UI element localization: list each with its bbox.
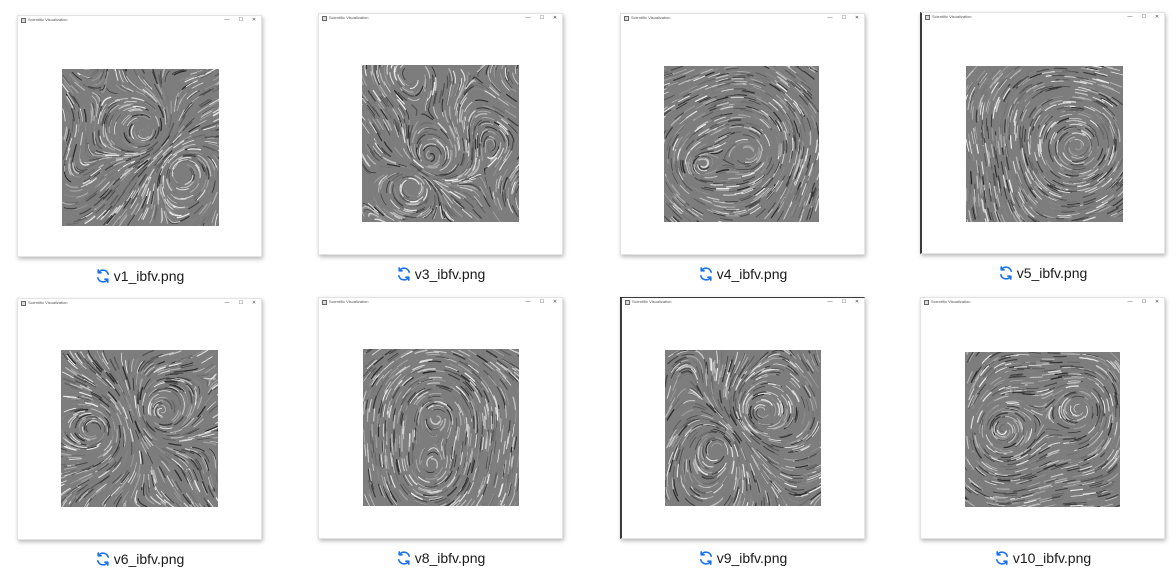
maximize-icon: ☐ [238, 300, 244, 306]
flow-visualization [965, 352, 1120, 507]
maximize-icon: ☐ [238, 17, 244, 23]
window-title: Scientific Visualization [932, 14, 972, 19]
close-icon: ✕ [552, 299, 558, 305]
close-icon: ✕ [854, 15, 860, 21]
minimize-icon: — [827, 15, 833, 21]
thumbnail-frame: Scientific Visualization — ☐ ✕ [318, 297, 563, 539]
sync-icon [95, 551, 111, 567]
app-icon [322, 300, 327, 305]
minimize-icon: — [224, 300, 230, 306]
sync-icon [396, 550, 412, 566]
window-title: Scientific Visualization [28, 300, 68, 305]
file-label[interactable]: v6_ibfv.png [17, 549, 262, 569]
window-title: Scientific Visualization [631, 15, 671, 20]
minimize-icon: — [224, 17, 230, 23]
close-icon: ✕ [854, 299, 860, 305]
minimize-icon: — [525, 299, 531, 305]
window-titlebar: Scientific Visualization — ☐ ✕ [319, 14, 562, 24]
file-label[interactable]: v8_ibfv.png [318, 548, 563, 568]
sync-icon [998, 265, 1014, 281]
thumbnail-frame: Scientific Visualization — ☐ ✕ [17, 298, 262, 540]
maximize-icon: ☐ [1141, 14, 1147, 20]
file-name: v4_ibfv.png [716, 266, 788, 282]
sync-icon [698, 266, 714, 282]
maximize-icon: ☐ [1141, 299, 1147, 305]
sync-icon [396, 266, 412, 282]
app-icon [624, 16, 629, 21]
minimize-icon: — [525, 15, 531, 21]
app-icon [925, 15, 930, 20]
minimize-icon: — [827, 299, 833, 305]
flow-visualization [362, 65, 519, 222]
thumbnail-frame: Scientific Visualization — ☐ ✕ [920, 12, 1165, 254]
window-titlebar: Scientific Visualization — ☐ ✕ [621, 14, 864, 24]
close-icon: ✕ [1154, 14, 1160, 20]
thumbnail-frame: Scientific Visualization — ☐ ✕ [17, 15, 262, 257]
flow-visualization [363, 349, 519, 506]
app-icon [924, 300, 929, 305]
window-titlebar: Scientific Visualization — ☐ ✕ [922, 13, 1164, 23]
sync-icon [994, 550, 1010, 566]
file-name: v3_ibfv.png [414, 266, 486, 282]
minimize-icon: — [1127, 299, 1133, 305]
close-icon: ✕ [552, 15, 558, 21]
app-icon [21, 18, 26, 23]
thumbnail-frame: Scientific Visualization — ☐ ✕ [620, 13, 865, 255]
file-label[interactable]: v4_ibfv.png [620, 264, 865, 284]
file-label[interactable]: v5_ibfv.png [920, 263, 1165, 283]
maximize-icon: ☐ [539, 15, 545, 21]
window-titlebar: Scientific Visualization — ☐ ✕ [18, 16, 261, 26]
flow-visualization [62, 69, 219, 226]
maximize-icon: ☐ [841, 299, 847, 305]
maximize-icon: ☐ [841, 15, 847, 21]
app-icon [21, 301, 26, 306]
thumbnail-frame: Scientific Visualization — ☐ ✕ [920, 297, 1165, 539]
file-label[interactable]: v1_ibfv.png [17, 266, 262, 286]
window-title: Scientific Visualization [28, 17, 68, 22]
file-label[interactable]: v9_ibfv.png [620, 548, 865, 568]
file-name: v10_ibfv.png [1012, 550, 1092, 566]
file-label[interactable]: v3_ibfv.png [318, 264, 563, 284]
minimize-icon: — [1127, 14, 1133, 20]
window-title: Scientific Visualization [632, 299, 672, 304]
app-icon [322, 16, 327, 21]
sync-icon [698, 550, 714, 566]
file-name: v9_ibfv.png [716, 550, 788, 566]
flow-visualization [61, 350, 218, 507]
window-titlebar: Scientific Visualization — ☐ ✕ [319, 298, 562, 308]
window-title: Scientific Visualization [329, 299, 369, 304]
file-name: v1_ibfv.png [113, 268, 185, 284]
window-titlebar: Scientific Visualization — ☐ ✕ [18, 299, 261, 309]
file-name: v6_ibfv.png [113, 551, 185, 567]
file-name: v8_ibfv.png [414, 550, 486, 566]
thumbnail-frame: Scientific Visualization — ☐ ✕ [318, 13, 563, 255]
flow-visualization [665, 350, 821, 506]
close-icon: ✕ [251, 300, 257, 306]
file-name: v5_ibfv.png [1016, 265, 1088, 281]
close-icon: ✕ [251, 17, 257, 23]
maximize-icon: ☐ [539, 299, 545, 305]
window-titlebar: Scientific Visualization — ☐ ✕ [622, 298, 864, 308]
thumbnail-frame: Scientific Visualization — ☐ ✕ [620, 297, 865, 539]
file-label[interactable]: v10_ibfv.png [920, 548, 1165, 568]
app-icon [625, 300, 630, 305]
flow-visualization [966, 66, 1123, 222]
window-title: Scientific Visualization [931, 299, 971, 304]
flow-visualization [664, 66, 819, 222]
sync-icon [95, 268, 111, 284]
close-icon: ✕ [1154, 299, 1160, 305]
window-titlebar: Scientific Visualization — ☐ ✕ [921, 298, 1164, 308]
window-title: Scientific Visualization [329, 15, 369, 20]
